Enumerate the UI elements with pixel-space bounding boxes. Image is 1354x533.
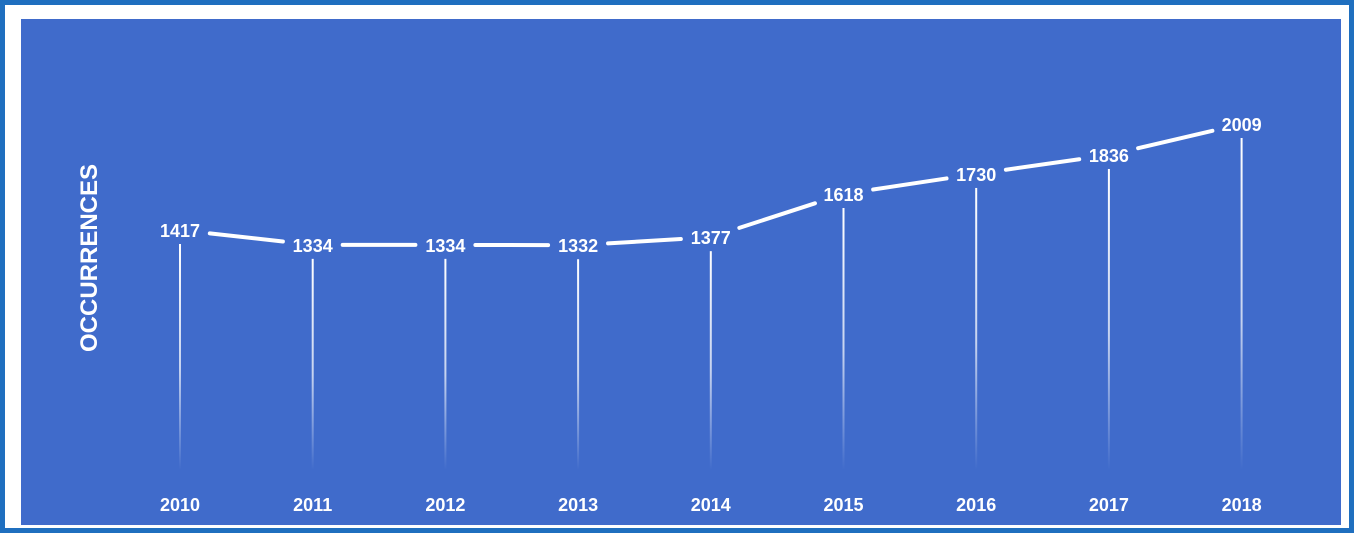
drop-line-2012: [444, 258, 447, 470]
drop-line-2011: [311, 258, 314, 470]
x-tick-label-2011: 2011: [293, 495, 332, 515]
plot-area: [21, 19, 1341, 525]
data-label-2014: 1377: [691, 228, 731, 248]
data-label-2017: 1836: [1089, 146, 1129, 166]
data-label-2018: 2009: [1222, 115, 1262, 135]
data-label-2013: 1332: [558, 236, 598, 256]
series-segment-2010-2011: [207, 231, 285, 244]
series-line-group: [207, 128, 1215, 248]
drop-line-2014: [709, 251, 712, 470]
x-tick-label-2015: 2015: [823, 495, 863, 515]
x-tick-label-2010: 2010: [160, 495, 200, 515]
data-label-2016: 1730: [956, 165, 996, 185]
data-label-2011: 1334: [293, 236, 333, 256]
data-label-2010: 1417: [160, 221, 200, 241]
drop-line-2015: [842, 208, 845, 470]
drop-lines: [179, 138, 1243, 470]
data-labels: 1417 1334 1334 1332 1377 1618 1730 1836 2009: [160, 115, 1262, 256]
series-segment-2016-2017: [1003, 157, 1082, 172]
series-segment-2017-2018: [1136, 128, 1215, 151]
drop-line-2017: [1107, 168, 1110, 470]
x-axis-tick-labels: 2010 2011 2012 2013 2014 2015 2016 2017 2018: [160, 495, 1262, 515]
x-tick-label-2017: 2017: [1089, 495, 1129, 515]
x-tick-label-2013: 2013: [558, 495, 598, 515]
x-tick-label-2012: 2012: [425, 495, 465, 515]
data-label-2012: 1334: [425, 236, 465, 256]
drop-line-2013: [577, 259, 580, 470]
series-segment-2015-2016: [871, 176, 949, 192]
y-axis-label: OCCURRENCES: [76, 164, 103, 352]
series-segment-2013-2014: [606, 236, 683, 246]
drop-line-2016: [975, 187, 978, 470]
x-tick-label-2018: 2018: [1222, 495, 1262, 515]
x-tick-label-2016: 2016: [956, 495, 996, 515]
series-segment-2014-2015: [737, 201, 817, 230]
drop-line-2010: [179, 244, 181, 470]
x-tick-label-2014: 2014: [691, 495, 731, 515]
drop-line-2018: [1240, 138, 1243, 470]
data-label-2015: 1618: [823, 185, 863, 205]
